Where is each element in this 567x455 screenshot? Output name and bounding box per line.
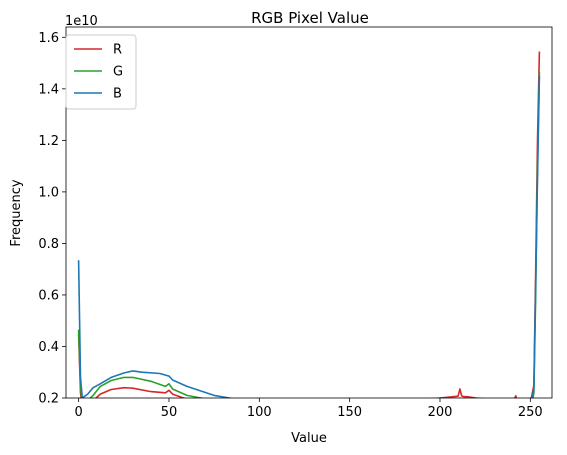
- x-tick-label: 200: [428, 405, 453, 420]
- y-axis-label: Frequency: [9, 179, 24, 246]
- plot-frame: [65, 26, 553, 399]
- y-tick-label: 1.2: [38, 134, 59, 149]
- x-tick-label: 250: [518, 405, 543, 420]
- x-axis-ticks: 0 50 100 150 200 250: [75, 398, 543, 420]
- y-tick-label: 1.0: [38, 185, 59, 200]
- y-tick-label: 1.6: [38, 31, 59, 46]
- legend-label-b: B: [113, 87, 122, 102]
- y-tick-label: 1.4: [38, 82, 59, 97]
- y-tick-label: 0.2: [38, 392, 59, 407]
- legend-label-r: R: [113, 43, 122, 58]
- y-tick-label: 0.4: [38, 340, 59, 355]
- x-axis-label: Value: [291, 431, 327, 446]
- plot-lines: [77, 51, 541, 398]
- chart-title: RGB Pixel Value: [251, 9, 369, 27]
- y-axis-offset-text: 1e10: [65, 14, 98, 29]
- y-tick-label: 0.8: [38, 237, 59, 252]
- legend-box: [65, 34, 137, 110]
- x-tick-label: 50: [161, 405, 178, 420]
- x-tick-label: 150: [337, 405, 362, 420]
- series-line-b: [77, 75, 541, 398]
- legend: RGB: [65, 34, 137, 110]
- series-line-r: [77, 51, 541, 398]
- y-axis-ticks: 0.2 0.4 0.6 0.8 1.0 1.2 1.4 1.6: [38, 31, 66, 407]
- y-tick-label: 0.6: [38, 288, 59, 303]
- series-line-g: [77, 72, 541, 398]
- legend-label-g: G: [113, 65, 123, 80]
- x-tick-label: 100: [247, 405, 272, 420]
- x-tick-label: 0: [75, 405, 83, 420]
